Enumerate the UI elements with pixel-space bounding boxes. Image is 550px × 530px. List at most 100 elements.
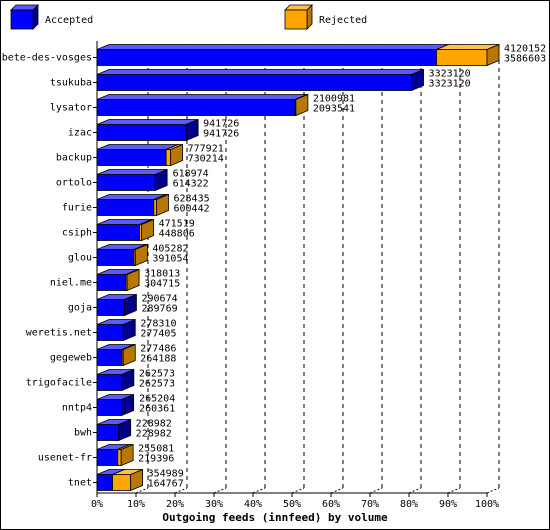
accepted-value-label: 278310 <box>140 319 176 330</box>
accepted-value-label: 354989 <box>148 469 184 480</box>
x-tick-label: 100% <box>475 499 499 510</box>
legend-swatch-rejected <box>284 9 308 30</box>
category-label: glou <box>68 253 92 264</box>
x-tick-label: 60% <box>322 499 340 510</box>
category-label: bete-des-vosges <box>2 53 92 64</box>
rejected-value-label: 391054 <box>152 254 188 265</box>
x-tick-label: 0% <box>91 499 103 510</box>
rejected-value-label: 289769 <box>142 304 178 315</box>
category-label: bwh <box>74 428 92 439</box>
accepted-bar <box>96 99 296 116</box>
plot-area: 0% 10% 20% 30% 40% 50% 60% 70% 80% 90% 100% bete-de… <box>2 41 546 510</box>
category-label: tnet <box>68 478 92 489</box>
category-label: lysator <box>50 103 92 114</box>
x-tick-label: 90% <box>439 499 457 510</box>
accepted-bar <box>96 149 167 166</box>
accepted-value-label: 228982 <box>136 419 172 430</box>
accepted-bar <box>96 374 123 391</box>
rejected-bar-side <box>120 443 134 467</box>
rejected-bar <box>436 49 488 66</box>
rejected-value-label: 277405 <box>140 329 176 340</box>
rejected-value-label: 448806 <box>159 229 195 240</box>
rejected-bar-side <box>170 143 184 167</box>
legend-swatch-accepted <box>10 9 34 30</box>
rejected-value-label: 304715 <box>144 279 180 290</box>
category-label: gegeweb <box>50 353 92 364</box>
accepted-bar <box>96 474 113 491</box>
accepted-bar <box>96 174 156 191</box>
rejected-bar-side <box>141 218 155 242</box>
rejected-value-label: 219396 <box>138 454 174 465</box>
legend-label-accepted: Accepted <box>45 15 93 26</box>
category-label: goja <box>68 303 92 314</box>
category-label: usenet-fr <box>38 453 92 464</box>
accepted-bar-side <box>121 368 135 392</box>
x-tick-label: 50% <box>283 499 301 510</box>
accepted-bar-side <box>121 393 135 417</box>
accepted-value-label: 618974 <box>173 169 209 180</box>
rejected-bar-side <box>130 468 144 492</box>
accepted-bar <box>96 299 125 316</box>
legend-item-rejected: Rejected <box>284 4 367 30</box>
accepted-value-label: 2100981 <box>313 94 355 105</box>
accepted-value-label: 628435 <box>173 194 209 205</box>
rejected-value-label: 600442 <box>173 204 209 215</box>
accepted-bar-side <box>154 168 168 192</box>
rejected-bar-side <box>134 243 148 267</box>
rejected-value-label: 260361 <box>139 404 175 415</box>
x-tick-label: 20% <box>166 499 184 510</box>
accepted-bar <box>96 249 135 266</box>
rejected-value-label: 941726 <box>203 129 239 140</box>
rejected-value-label: 164767 <box>148 479 184 490</box>
legend: Accepted Rejected <box>10 4 367 30</box>
rejected-value-label: 3586603 <box>504 54 546 65</box>
category-label: backup <box>56 153 92 164</box>
category-label: csiph <box>62 228 92 239</box>
rejected-value-label: 3323120 <box>429 79 471 90</box>
accepted-value-label: 777921 <box>188 144 224 155</box>
accepted-bar-side <box>124 293 137 317</box>
accepted-value-label: 277486 <box>140 344 176 355</box>
legend-label-rejected: Rejected <box>319 15 367 26</box>
legend-item-accepted: Accepted <box>10 4 93 30</box>
accepted-bar <box>96 349 123 366</box>
accepted-bar <box>96 224 140 241</box>
accepted-bar <box>96 449 119 466</box>
rejected-value-label: 2093541 <box>313 104 355 115</box>
rejected-bar-side <box>122 343 136 367</box>
category-label: furie <box>62 203 92 214</box>
accepted-value-label: 318013 <box>144 269 180 280</box>
accepted-bar-side <box>118 418 132 442</box>
rejected-value-label: 262573 <box>139 379 175 390</box>
category-label: trigofacile <box>26 378 92 389</box>
accepted-value-label: 290674 <box>142 294 178 305</box>
accepted-bar <box>96 324 124 341</box>
accepted-bar-top <box>96 119 199 125</box>
rejected-bar-side <box>126 268 140 292</box>
rejected-value-label: 730214 <box>188 154 224 165</box>
rejected-value-label: 614322 <box>173 179 209 190</box>
accepted-bar-top <box>96 44 449 50</box>
accepted-value-label: 405282 <box>152 244 188 255</box>
accepted-bar <box>96 274 127 291</box>
rejected-bar <box>117 449 122 466</box>
x-tick-label: 80% <box>400 499 418 510</box>
accepted-value-label: 255081 <box>138 444 174 455</box>
accepted-value-label: 471519 <box>159 219 195 230</box>
category-label: nntp4 <box>62 403 92 414</box>
accepted-bar <box>96 74 412 91</box>
category-label: ortolo <box>56 178 92 189</box>
category-label: izac <box>68 128 92 139</box>
accepted-bar <box>96 399 123 416</box>
x-tick-label: 30% <box>205 499 223 510</box>
accepted-bar-top <box>96 69 424 75</box>
category-label: weretis.net <box>26 328 92 339</box>
accepted-value-label: 262573 <box>139 369 175 380</box>
chart-title: Outgoing feeds (innfeed) by volume <box>162 511 388 524</box>
accepted-bar <box>96 199 155 216</box>
rejected-bar-side <box>295 93 309 117</box>
accepted-bar-top <box>96 144 179 150</box>
rejected-bar <box>112 474 132 491</box>
